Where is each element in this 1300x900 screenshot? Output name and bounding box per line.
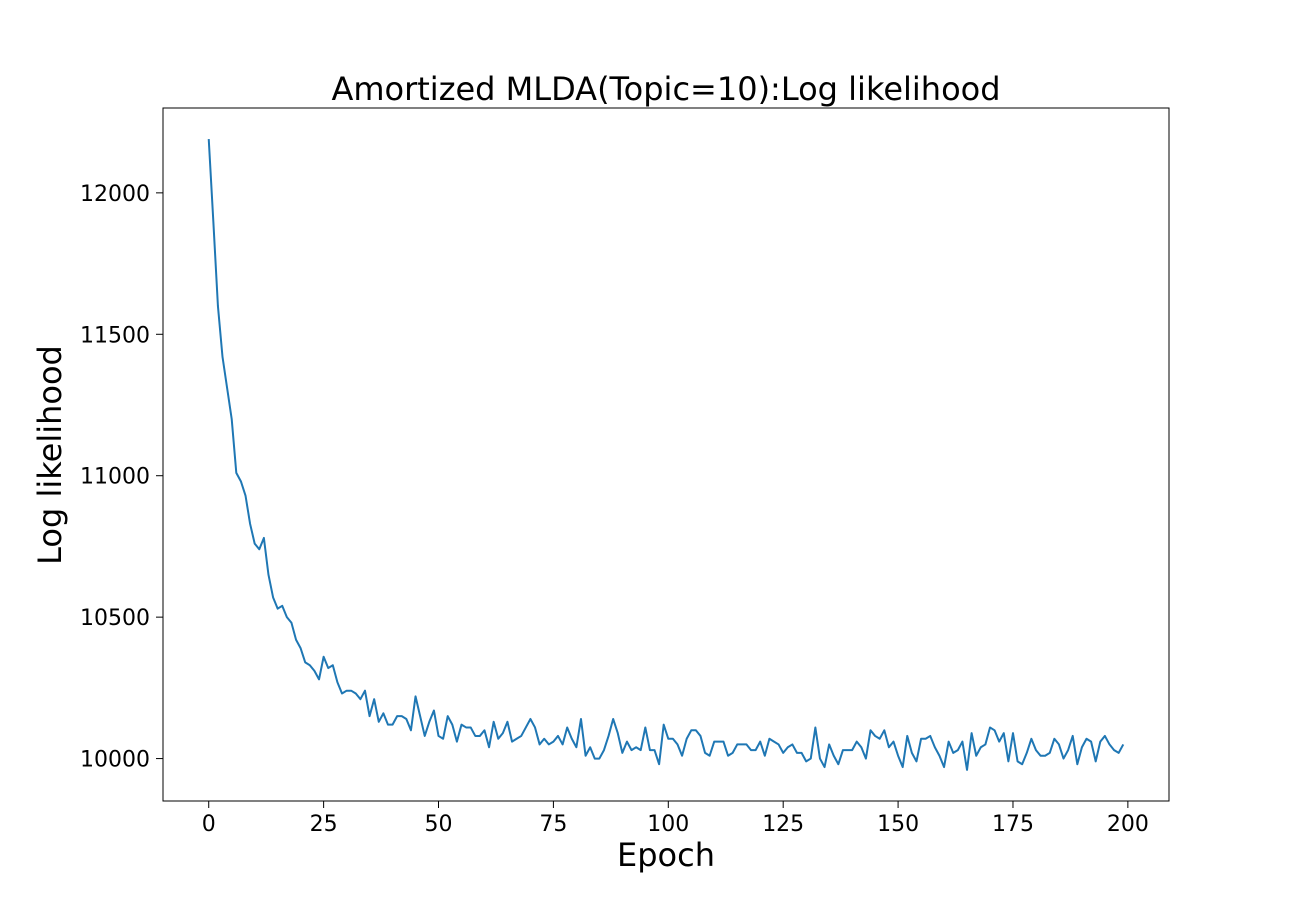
y-tick-label: 11000	[80, 465, 150, 490]
series-line	[207, 139, 1125, 771]
x-tick-label: 175	[992, 812, 1034, 837]
x-tick-label: 200	[1107, 812, 1149, 837]
x-tick-label: 100	[647, 812, 689, 837]
y-tick-label: 11500	[80, 323, 150, 348]
x-axis-label: Epoch	[617, 836, 715, 874]
y-axis-label: Log likelihood	[31, 345, 69, 565]
x-tick-label: 125	[762, 812, 804, 837]
plot-frame	[162, 107, 1170, 802]
x-tick-label: 75	[539, 812, 567, 837]
ticks-layer: 0 25 50 75 100 125 150 175 200 10000 10500 11000 115…	[80, 182, 1149, 837]
y-tick-label: 10500	[80, 606, 150, 631]
x-tick-label: 150	[877, 812, 919, 837]
x-tick-label: 0	[202, 812, 216, 837]
chart-title: Amortized MLDA(Topic=10):Log likelihood	[331, 70, 1000, 108]
y-tick-label: 10000	[80, 748, 150, 773]
y-tick-label: 12000	[80, 182, 150, 207]
x-tick-label: 50	[425, 812, 453, 837]
plot-layer	[207, 139, 1125, 771]
x-tick-label: 25	[310, 812, 338, 837]
